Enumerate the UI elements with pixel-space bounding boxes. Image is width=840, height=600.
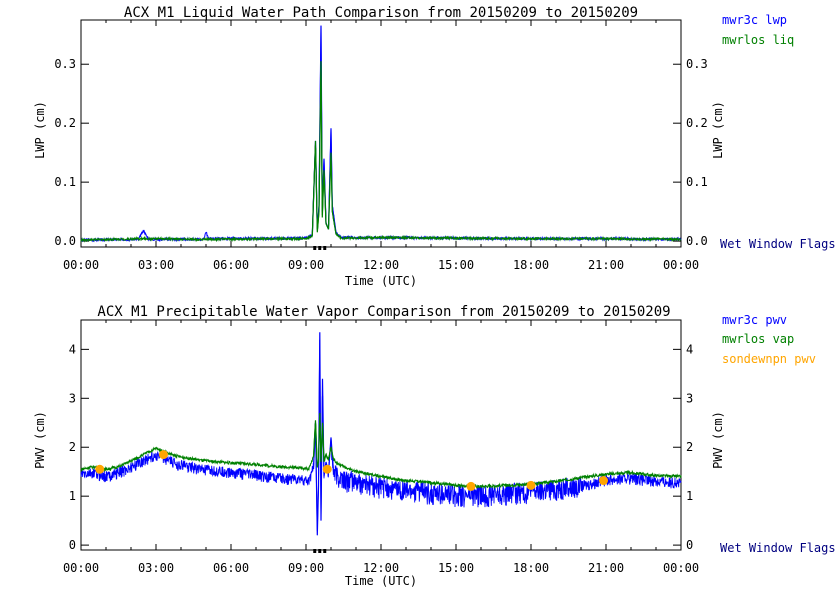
lwp-panel: ACX M1 Liquid Water Path Comparison from…	[33, 5, 836, 288]
plot-frame	[80, 319, 682, 551]
series-line-0	[80, 339, 682, 532]
y-tick-label: 0.0	[54, 234, 76, 248]
x-tick-label: 03:00	[138, 561, 174, 575]
x-tick-label: 21:00	[588, 561, 624, 575]
plot-frame	[80, 19, 682, 248]
y-tick-label: 0.1	[54, 175, 76, 189]
x-tick-label: 00:00	[63, 258, 99, 272]
chart-title-pwv: ACX M1 Precipitable Water Vapor Comparis…	[97, 304, 670, 320]
y-tick-label: 1	[69, 489, 76, 503]
legend-sondewnpn-pwv: sondewnpn pwv	[722, 352, 816, 366]
wet-window-flag-mark	[318, 246, 322, 250]
x-tick-label: 12:00	[363, 258, 399, 272]
x-tick-label: 21:00	[588, 258, 624, 272]
wet-window-flag-mark	[318, 549, 322, 553]
y-tick-label-right: 0.2	[686, 116, 708, 130]
y-tick-label-right: 3	[686, 391, 693, 405]
y-tick-label-right: 0.3	[686, 57, 708, 71]
sonde-point	[95, 464, 105, 474]
x-tick-label: 15:00	[438, 561, 474, 575]
x-tick-label: 06:00	[213, 561, 249, 575]
legend-mwrlos-liq: mwrlos liq	[722, 33, 794, 47]
lwp-plot-area: 00:00 03:00 06:00 09:00 12:00 15:00 18:00 21:00…	[54, 19, 708, 272]
sonde-point	[466, 481, 476, 491]
series-line-0	[80, 25, 682, 243]
sonde-point	[322, 464, 332, 474]
wet-window-flag-mark	[313, 549, 317, 553]
y-tick-label-right: 0	[686, 538, 693, 552]
y-tick-label-right: 0.1	[686, 175, 708, 189]
legend-mwr3c-pwv: mwr3c pwv	[722, 313, 787, 327]
sonde-point	[526, 480, 536, 490]
y-tick-label: 2	[69, 440, 76, 454]
sonde-point	[159, 450, 168, 460]
x-tick-label: 06:00	[213, 258, 249, 272]
x-tick-label: 18:00	[513, 258, 549, 272]
series-line-1	[80, 417, 682, 490]
wet-window-flag-mark	[323, 549, 327, 553]
y-axis-label-right-pwv: PWV (cm)	[711, 411, 725, 469]
pwv-panel: ACX M1 Precipitable Water Vapor Comparis…	[33, 304, 836, 588]
y-axis-label-right-lwp: LWP (cm)	[711, 101, 725, 159]
x-tick-label: 18:00	[513, 561, 549, 575]
x-tick-label: 03:00	[138, 258, 174, 272]
y-axis-label-lwp: LWP (cm)	[33, 101, 47, 159]
x-tick-label: 09:00	[288, 561, 324, 575]
x-tick-label: 09:00	[288, 258, 324, 272]
wet-window-flags-label-lwp: Wet Window Flags	[720, 237, 836, 251]
series-spike-1	[312, 412, 335, 467]
y-tick-label-right: 1	[686, 489, 693, 503]
wet-window-flags-label-pwv: Wet Window Flags	[720, 541, 836, 555]
x-tick-label: 00:00	[63, 561, 99, 575]
x-tick-label: 15:00	[438, 258, 474, 272]
y-tick-label: 0	[69, 538, 76, 552]
series-line-1	[80, 61, 682, 243]
x-tick-label: 12:00	[363, 561, 399, 575]
chart-title-lwp: ACX M1 Liquid Water Path Comparison from…	[124, 5, 638, 21]
y-tick-label: 4	[69, 342, 76, 356]
x-axis-label-pwv: Time (UTC)	[345, 574, 417, 588]
x-tick-label: 00:00	[663, 258, 699, 272]
y-tick-label-right: 4	[686, 342, 693, 356]
wet-window-flag-mark	[313, 246, 317, 250]
legend-mwrlos-vap: mwrlos vap	[722, 332, 794, 346]
wet-window-flag-mark	[323, 246, 327, 250]
y-tick-label-right: 2	[686, 440, 693, 454]
legend-mwr3c-lwp: mwr3c lwp	[722, 13, 787, 27]
y-tick-label: 0.3	[54, 57, 76, 71]
y-tick-label: 3	[69, 391, 76, 405]
sonde-point	[599, 476, 608, 486]
y-tick-label-right: 0.0	[686, 234, 708, 248]
y-tick-label: 0.2	[54, 116, 76, 130]
x-axis-label-lwp: Time (UTC)	[345, 274, 417, 288]
y-axis-label-pwv: PWV (cm)	[33, 411, 47, 469]
x-tick-label: 00:00	[663, 561, 699, 575]
series-spike-1	[311, 61, 337, 237]
pwv-plot-area: 00:00 03:00 06:00 09:00 12:00 15:00 18:00 21:00…	[63, 319, 699, 575]
